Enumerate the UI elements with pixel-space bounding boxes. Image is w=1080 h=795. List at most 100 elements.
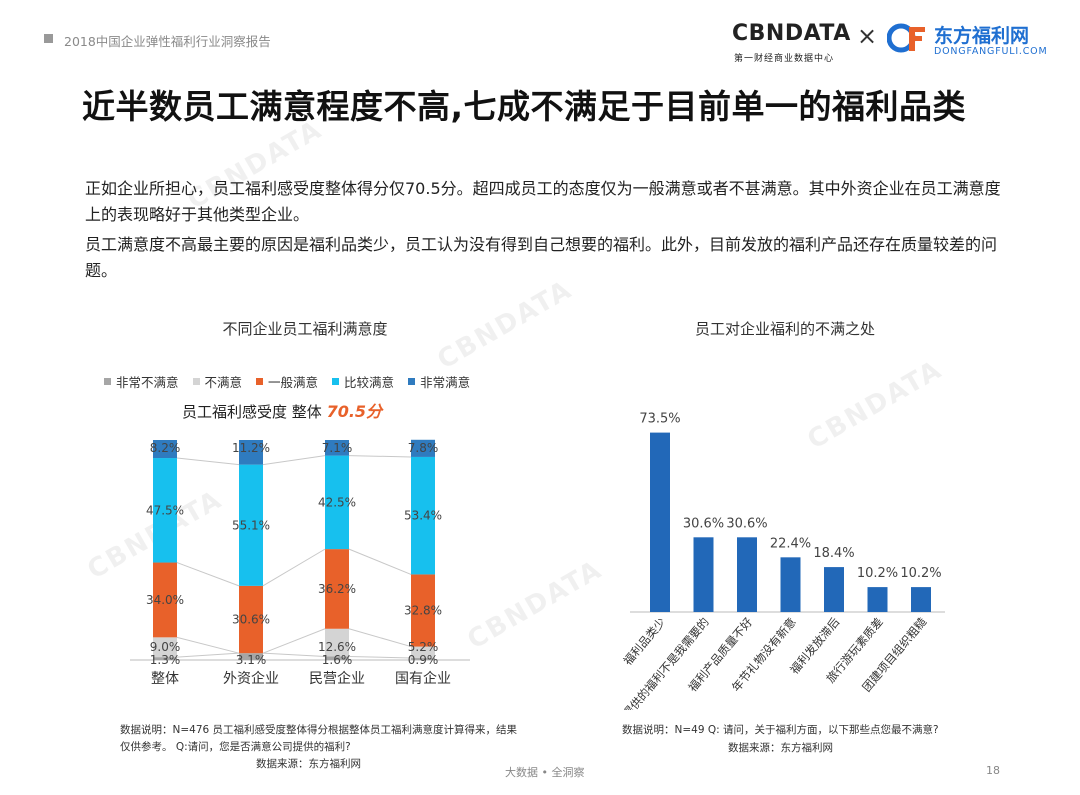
stacked-bar-value-label: 36.2%	[318, 582, 356, 596]
page-headline: 近半数员工满意程度不高,七成不满足于目前单一的福利品类	[82, 87, 967, 126]
right-chart-source: 数据来源：东方福利网	[728, 742, 833, 754]
stacked-bar-value-label: 12.6%	[318, 640, 356, 654]
dissatisfaction-bar	[780, 557, 801, 612]
right-bar-chart: 73.5%福利品类少30.6%提供的福利不是我需要的30.6%福利产品质量不好2…	[620, 412, 945, 710]
cbndata-logo-subtitle: 第一财经商业数据中心	[734, 54, 835, 64]
overall-score-line: 员工福利感受度 整体 70.5分	[182, 398, 382, 422]
stacked-bar-segment	[411, 456, 435, 575]
report-title-marker	[44, 34, 53, 43]
stacked-bar-value-label: 3.1%	[236, 653, 267, 667]
segment-connector-line	[176, 636, 240, 654]
legend-item: 非常不满意	[104, 372, 179, 391]
left-chart-source: 数据来源：东方福利网	[256, 758, 361, 770]
left-chart-title: 不同企业员工福利满意度	[222, 320, 388, 338]
stacked-bar-value-label: 47.5%	[146, 503, 184, 517]
stacked-bar-segment	[411, 658, 435, 660]
legend-swatch	[256, 378, 264, 385]
left-category-label: 外资企业	[223, 670, 279, 687]
stacked-bar-value-label: 11.2%	[232, 441, 270, 455]
stacked-bar-value-label: 42.5%	[318, 495, 356, 509]
stacked-bar-segment	[153, 562, 177, 638]
stacked-bar-value-label: 0.9%	[408, 653, 439, 667]
dissatisfaction-value-label: 18.4%	[813, 546, 854, 561]
segment-connector-line	[176, 652, 240, 658]
dongfang-logo-subtitle: DONGFANGFULI.COM	[934, 46, 1048, 57]
dissatisfaction-value-label: 10.2%	[857, 566, 898, 581]
legend-item: 非常满意	[408, 372, 470, 391]
dissatisfaction-bar	[737, 537, 757, 612]
segment-connector-line	[176, 457, 240, 466]
legend-item: 比较满意	[332, 372, 394, 391]
segment-connector-line	[348, 548, 412, 575]
cbndata-logo: CBNDATA	[732, 21, 851, 46]
logo-separator: ×	[857, 22, 878, 50]
dissatisfaction-bar	[867, 587, 888, 612]
stacked-bar-value-label: 32.8%	[404, 604, 442, 618]
legend-label: 不满意	[204, 375, 243, 390]
stacked-bar-segment	[239, 585, 263, 654]
stacked-bar-value-label: 5.2%	[408, 640, 439, 654]
stacked-bar-value-label: 53.4%	[404, 509, 442, 523]
overall-score-label: 员工福利感受度 整体	[182, 403, 322, 421]
segment-connector-line	[262, 455, 326, 466]
report-title: 2018中国企业弹性福利行业洞察报告	[64, 34, 271, 49]
stacked-bar-segment	[325, 656, 349, 660]
summary-paragraph-1: 正如企业所担心，员工福利感受度整体得分仅70.5分。超四成员工的态度仅为一般满意…	[85, 179, 1001, 224]
dissatisfaction-value-label: 30.6%	[726, 516, 767, 531]
stacked-bar-segment	[239, 464, 263, 586]
dissatisfaction-bar	[824, 567, 844, 612]
stacked-bar-segment	[325, 628, 349, 657]
left-stacked-bar-chart: 1.3%9.0% 34.0% 47.5% 8.2% 整体 3.1% 30.6% 55.1% 11…	[130, 439, 470, 687]
stacked-bar-value-label: 1.3%	[150, 653, 181, 667]
dongfang-logo-mark-icon	[887, 23, 925, 53]
stacked-bar-segment	[411, 646, 435, 659]
stacked-bar-segment	[325, 455, 349, 550]
legend-label: 非常满意	[420, 375, 471, 390]
right-chart-note: 数据说明：N=49 Q: 请问，关于福利方面，以下那些点您最不满意?	[622, 724, 939, 736]
dissatisfaction-bar	[650, 432, 670, 612]
left-chart-note: 数据说明：N=476 员工福利感受度整体得分根据整体员工福利满意度计算得来，结果…	[120, 724, 518, 753]
dissatisfaction-bar	[911, 587, 931, 612]
stacked-bar-value-label: 9.0%	[150, 640, 181, 654]
stacked-bar-value-label: 7.1%	[322, 441, 353, 455]
dongfang-logo-text: 东方福利网	[934, 25, 1030, 47]
stacked-bar-segment	[153, 440, 177, 459]
overall-score-value: 70.5分	[326, 402, 383, 421]
left-category-label: 民营企业	[309, 670, 365, 687]
segment-connector-line	[262, 652, 326, 657]
stacked-bar-value-label: 8.2%	[150, 441, 181, 455]
stacked-bar-segment	[239, 653, 263, 660]
stacked-bar-segment	[153, 458, 177, 563]
stacked-bar-value-label: 30.6%	[232, 613, 270, 627]
stacked-bar-value-label: 34.0%	[146, 593, 184, 607]
summary-paragraph-2: 员工满意度不高最主要的原因是福利品类少，员工认为没有得到自己想要的福利。此外，目…	[85, 235, 998, 280]
legend-swatch	[192, 378, 200, 385]
segment-connector-line	[262, 628, 326, 654]
dissatisfaction-value-label: 30.6%	[683, 516, 724, 531]
stacked-bar-segment	[325, 440, 349, 456]
dissatisfaction-value-label: 22.4%	[770, 536, 811, 551]
left-category-label: 整体	[151, 671, 179, 687]
dissatisfaction-value-label: 73.5%	[639, 412, 680, 427]
footer-slogan: 大数据 • 全洞察	[505, 766, 585, 779]
dissatisfaction-bar	[693, 537, 714, 612]
stacked-bar-segment	[239, 440, 263, 465]
legend-swatch	[332, 378, 340, 385]
stacked-bar-value-label: 1.6%	[322, 653, 353, 667]
segment-connector-line	[348, 628, 412, 648]
stacked-bar-segment	[153, 637, 177, 658]
stacked-bar-segment	[411, 439, 435, 457]
stacked-bar-segment	[411, 574, 435, 647]
stacked-bar-value-label: 7.8%	[408, 441, 439, 455]
legend-label: 比较满意	[344, 375, 395, 390]
legend-swatch	[408, 378, 416, 385]
legend-label: 非常不满意	[116, 375, 179, 390]
left-category-label: 国有企业	[395, 670, 451, 687]
legend-swatch	[104, 378, 111, 385]
stacked-bar-segment	[325, 549, 349, 629]
left-chart-legend: 非常不满意 不满意 一般满意 比较满意 非常满意	[104, 372, 470, 391]
dissatisfaction-category-label: 福利品类少	[621, 615, 669, 668]
page-number: 18	[986, 764, 1000, 777]
segment-connector-line	[348, 655, 412, 659]
dissatisfaction-value-label: 10.2%	[900, 566, 941, 581]
